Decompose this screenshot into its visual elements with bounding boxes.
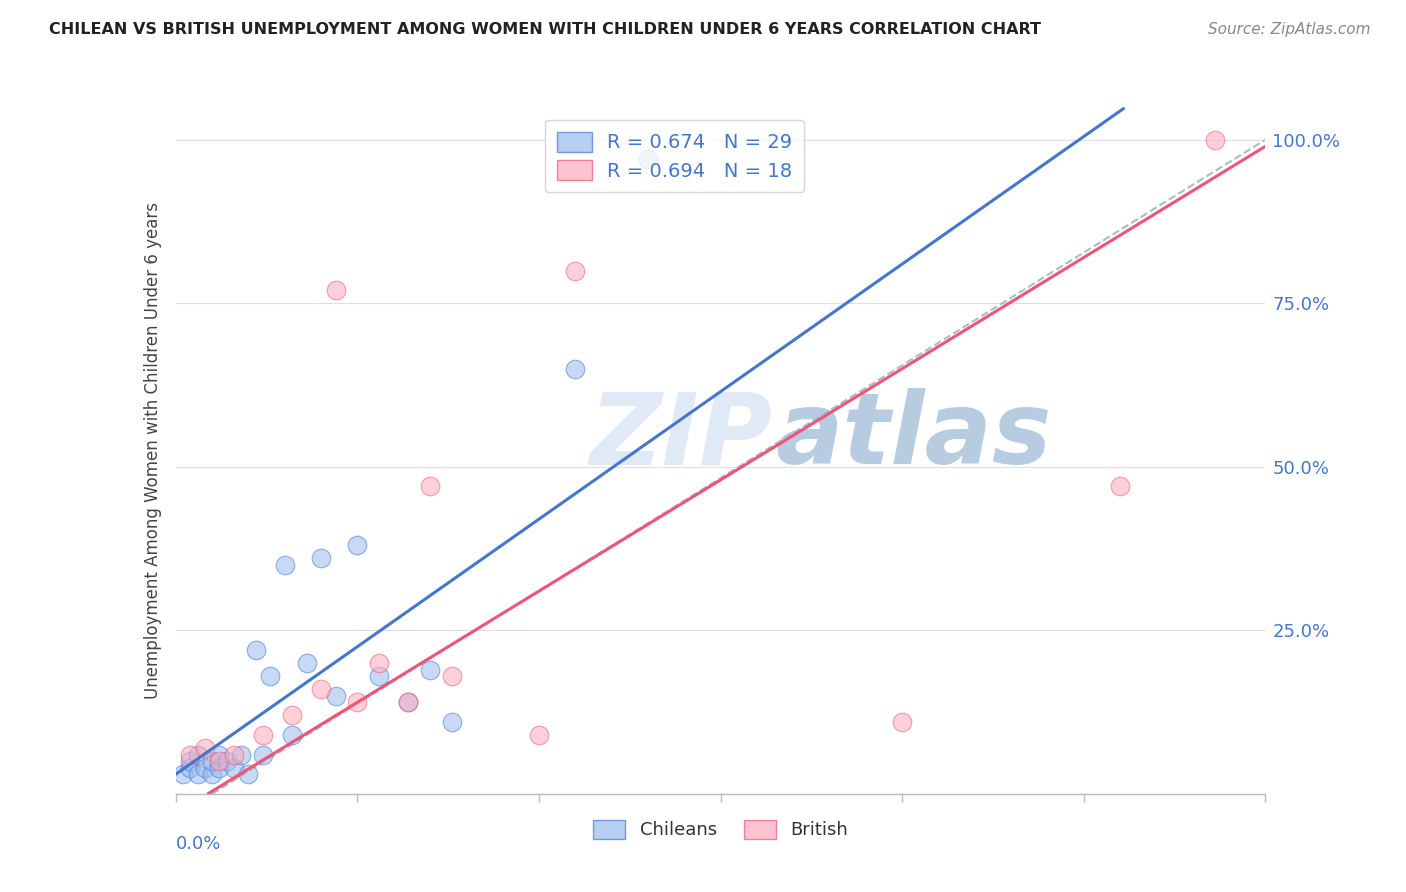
Point — [295, 656, 318, 670]
Point — [274, 558, 297, 572]
Point — [527, 728, 550, 742]
Y-axis label: Unemployment Among Women with Children Under 6 years: Unemployment Among Women with Children U… — [143, 202, 162, 699]
Point — [564, 361, 586, 376]
Point — [637, 153, 659, 167]
Point — [194, 741, 217, 756]
Point — [281, 708, 304, 723]
Text: Source: ZipAtlas.com: Source: ZipAtlas.com — [1208, 22, 1371, 37]
Point — [231, 747, 253, 762]
Point — [1204, 133, 1226, 147]
Point — [564, 263, 586, 277]
Point — [396, 695, 419, 709]
Point — [419, 663, 441, 677]
Point — [440, 714, 463, 729]
Point — [252, 747, 274, 762]
Point — [325, 283, 347, 297]
Point — [179, 754, 201, 768]
Point — [346, 695, 368, 709]
Point — [368, 656, 391, 670]
Point — [222, 747, 245, 762]
Point — [245, 643, 267, 657]
Point — [208, 761, 231, 775]
Text: ZIP: ZIP — [591, 388, 773, 485]
Point — [325, 689, 347, 703]
Point — [1109, 479, 1132, 493]
Point — [194, 761, 217, 775]
Point — [179, 747, 201, 762]
Point — [309, 551, 332, 566]
Legend: Chileans, British: Chileans, British — [585, 813, 856, 847]
Point — [252, 728, 274, 742]
Point — [281, 728, 304, 742]
Text: CHILEAN VS BRITISH UNEMPLOYMENT AMONG WOMEN WITH CHILDREN UNDER 6 YEARS CORRELAT: CHILEAN VS BRITISH UNEMPLOYMENT AMONG WO… — [49, 22, 1042, 37]
Point — [259, 669, 281, 683]
Point — [186, 767, 209, 781]
Point — [309, 682, 332, 697]
Point — [208, 747, 231, 762]
Point — [346, 538, 368, 552]
Point — [186, 747, 209, 762]
Point — [238, 767, 260, 781]
Point — [891, 714, 914, 729]
Point — [208, 754, 231, 768]
Point — [222, 761, 245, 775]
Text: 0.0%: 0.0% — [176, 835, 221, 853]
Point — [396, 695, 419, 709]
Point — [201, 754, 224, 768]
Point — [215, 754, 238, 768]
Point — [368, 669, 391, 683]
Point — [172, 767, 194, 781]
Point — [419, 479, 441, 493]
Point — [201, 767, 224, 781]
Point — [179, 761, 201, 775]
Text: atlas: atlas — [775, 388, 1052, 485]
Point — [440, 669, 463, 683]
